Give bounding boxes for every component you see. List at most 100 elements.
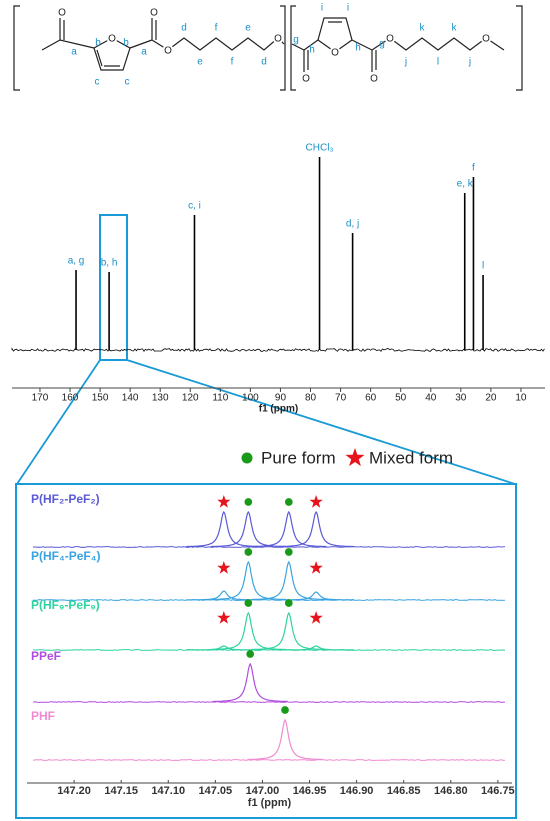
peak-label: CHCl₃ [306,143,334,154]
bond [351,37,505,72]
x-tick-label: 146.90 [340,785,374,797]
marker-circle [244,548,253,556]
atom: O [302,74,310,85]
x-tick-label: 60 [365,393,377,404]
x-tick-label: 40 [425,393,437,404]
x-tick-label: 110 [212,393,228,404]
x-axis-label: f1 (ppm) [259,404,298,415]
atom-background [56,6,68,18]
zoom-panel [15,483,517,819]
trace-baseline [32,759,506,761]
peak-label: c, i [188,201,201,212]
atom-label: a [141,47,147,58]
x-axis-label: f1 (ppm) [248,797,292,809]
x-tick-label: 146.75 [481,785,515,797]
atom-label: b [95,38,101,49]
peak-label: f [472,163,475,174]
peak-label: a, g [68,256,85,267]
x-tick-label: 140 [122,393,139,404]
peak-label: b, h [101,258,118,269]
atom-label: c [95,77,100,88]
x-tick-label: 147.05 [199,785,233,797]
atom-background [384,32,396,44]
trace-baseline [32,599,506,601]
x-tick-label: 10 [515,393,527,404]
atom-label: j [468,57,471,68]
bond [41,18,95,51]
atom-label: i [347,3,349,14]
series-label: P(HF₄-PeF₄) [31,549,100,563]
x-tick-label: 147.00 [246,785,280,797]
atom: O [108,34,116,45]
x-tick-label: 147.15 [104,785,138,797]
bracket [13,5,20,91]
atom-label: f [215,23,218,34]
atom: O [164,46,172,57]
marker-circle [284,599,293,607]
atom-label: k [420,23,426,34]
marker-star [309,611,323,624]
trace-baseline [32,649,506,651]
zoom-region [99,214,128,361]
peak [251,611,327,651]
atom-label: g [293,35,299,46]
x-tick-label: 120 [182,393,199,404]
x-tick-label: 147.10 [151,785,185,797]
atom-label: h [309,45,315,56]
atom-background [272,32,284,44]
x-tick-label: 130 [152,393,169,404]
marker-circle [244,599,253,607]
bracket [516,5,523,91]
atom-label: l [437,57,439,68]
x-tick-label: 90 [275,393,287,404]
structure-bonds [13,5,523,91]
marker-star [217,611,231,624]
atom: O [370,74,378,85]
atom-label: d [181,23,187,34]
x-tick-label: 150 [92,393,109,404]
peak-label: d, j [346,219,359,230]
x-tick-label: 80 [305,393,317,404]
peak [251,510,327,548]
atom-background [162,44,174,56]
x-tick-label: 146.95 [293,785,327,797]
atom-background [368,72,380,84]
peak [251,560,327,601]
series-label: PHF [31,709,55,723]
atom-label: e [245,23,251,34]
atom: O [150,8,158,19]
peak [210,560,286,601]
x-tick-label: 146.80 [434,785,468,797]
bracket [290,5,296,91]
atom-label: h [355,43,361,54]
atom-label: g [379,39,385,50]
series-label: P(HF₉-PeF₉) [31,598,100,612]
x-tick-label: 20 [485,393,497,404]
x-tick-label: 100 [242,393,259,404]
atom: O [331,48,339,59]
atom-label: k [452,23,458,34]
marker-star [309,495,323,508]
peak [212,662,288,703]
baseline-noise [11,347,545,353]
marker-star [217,495,231,508]
peak-label: l [482,261,484,272]
x-tick-label: 30 [455,393,467,404]
marker-star [309,561,323,574]
legend-label: Mixed form [369,448,453,467]
series-label: PPeF [31,649,61,663]
atom: O [274,34,282,45]
x-tick-label: 160 [62,393,79,404]
marker-circle [281,706,289,714]
zoom-connector [16,359,516,485]
marker-star [345,448,365,467]
bond [291,39,319,72]
peak [247,718,323,761]
atom: O [482,34,490,45]
peak [278,591,354,601]
x-tick-label: 146.85 [387,785,421,797]
atom-label: e [197,57,203,68]
atom-background [148,6,160,18]
peak [278,510,354,548]
